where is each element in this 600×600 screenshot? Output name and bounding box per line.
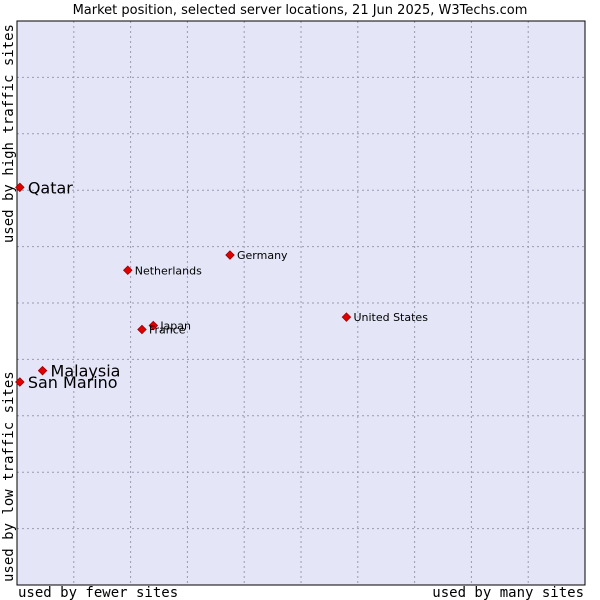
- data-points: Qatar Germany Netherlands United States Japa…: [15, 178, 428, 392]
- marker-united-states: [341, 312, 352, 322]
- x-axis-label-left: used by fewer sites: [18, 585, 178, 600]
- point-san-marino: San Marino: [15, 373, 118, 392]
- label-japan: Japan: [159, 320, 191, 333]
- marker-netherlands: [122, 265, 133, 276]
- marker-japan: [148, 320, 159, 331]
- chart-title: Market position, selected server locatio…: [73, 3, 528, 18]
- marker-malaysia: [37, 365, 48, 376]
- label-germany: Germany: [237, 249, 288, 262]
- marker-san-marino: [15, 377, 25, 387]
- point-malaysia: Malaysia: [37, 362, 121, 381]
- point-netherlands: Netherlands: [122, 264, 202, 277]
- label-netherlands: Netherlands: [135, 264, 202, 277]
- label-united-states: United States: [353, 311, 428, 324]
- marker-france: [137, 324, 147, 335]
- label-san-marino: San Marino: [28, 373, 118, 392]
- grid-lines: [17, 21, 585, 585]
- point-japan: Japan: [148, 320, 191, 333]
- marker-qatar: [15, 182, 25, 193]
- label-qatar: Qatar: [28, 178, 73, 197]
- y-axis-label-top: used by high traffic sites: [1, 24, 17, 243]
- point-germany: Germany: [225, 249, 288, 262]
- marker-germany: [225, 250, 235, 260]
- label-france: France: [149, 324, 186, 337]
- label-malaysia: Malaysia: [51, 362, 121, 381]
- point-qatar: Qatar: [15, 178, 73, 197]
- point-united-states: United States: [341, 311, 428, 324]
- y-axis-label-bottom: used by low traffic sites: [1, 371, 17, 582]
- point-france: France: [137, 324, 186, 337]
- plot-area: Qatar Germany Netherlands United States Japa…: [15, 20, 586, 586]
- plot-border: [16, 20, 586, 586]
- x-axis-label-right: used by many sites: [432, 585, 584, 600]
